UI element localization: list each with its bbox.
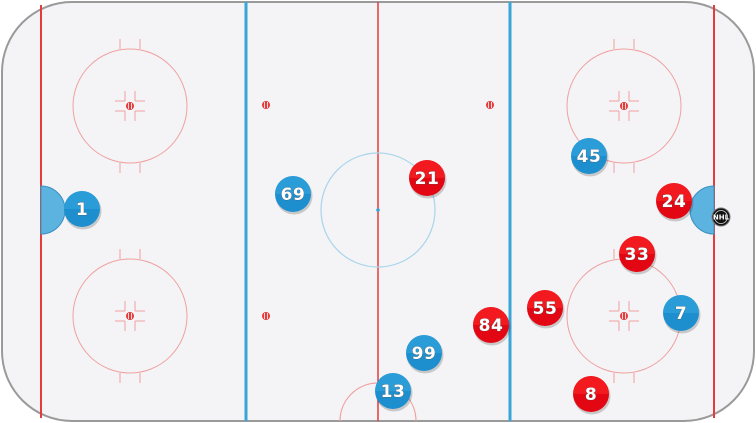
player-number: 13 bbox=[381, 382, 406, 402]
players-layer: 1 69 45 99 13 7 21 24 33 55 84 8 bbox=[64, 138, 701, 415]
center-circle bbox=[320, 152, 436, 268]
player-marker-blue[interactable]: 69 bbox=[275, 176, 313, 215]
player-number: 24 bbox=[662, 192, 687, 212]
faceoff-dot bbox=[126, 312, 134, 320]
player-marker-blue[interactable]: 13 bbox=[375, 373, 413, 412]
player-number: 55 bbox=[533, 299, 558, 319]
player-number: 45 bbox=[577, 147, 602, 167]
player-marker-red[interactable]: 84 bbox=[473, 307, 511, 346]
player-marker-red[interactable]: 8 bbox=[573, 376, 611, 415]
player-marker-red[interactable]: 55 bbox=[527, 290, 565, 329]
faceoff-circle bbox=[72, 39, 188, 173]
faceoff-dot bbox=[620, 102, 628, 110]
player-marker-blue[interactable]: 99 bbox=[406, 335, 444, 374]
player-number: 21 bbox=[415, 169, 440, 189]
neutral-faceoff-dot bbox=[262, 101, 270, 109]
puck-icon: NHL bbox=[711, 207, 731, 227]
player-marker-blue[interactable]: 7 bbox=[663, 295, 701, 334]
player-marker-blue[interactable]: 1 bbox=[64, 191, 102, 230]
player-marker-red[interactable]: 21 bbox=[409, 160, 447, 199]
player-number: 8 bbox=[585, 385, 597, 405]
center-faceoff-dot bbox=[376, 208, 380, 212]
neutral-faceoff-dot bbox=[262, 312, 270, 320]
faceoff-dot bbox=[126, 102, 134, 110]
right-goal-crease bbox=[689, 185, 715, 235]
puck-label: NHL bbox=[713, 214, 730, 222]
player-number: 69 bbox=[281, 185, 306, 205]
player-number: 84 bbox=[479, 316, 504, 336]
faceoff-circle bbox=[72, 249, 188, 383]
faceoff-circle bbox=[566, 39, 682, 173]
player-marker-red[interactable]: 24 bbox=[656, 183, 694, 222]
player-number: 99 bbox=[412, 344, 437, 364]
faceoff-circles bbox=[72, 39, 682, 383]
player-number: 7 bbox=[675, 304, 687, 324]
player-number: 33 bbox=[625, 245, 650, 265]
player-marker-red[interactable]: 33 bbox=[619, 236, 657, 275]
player-marker-blue[interactable]: 45 bbox=[571, 138, 609, 177]
faceoff-dot bbox=[620, 312, 628, 320]
player-number: 1 bbox=[76, 200, 88, 220]
neutral-faceoff-dot bbox=[486, 101, 494, 109]
